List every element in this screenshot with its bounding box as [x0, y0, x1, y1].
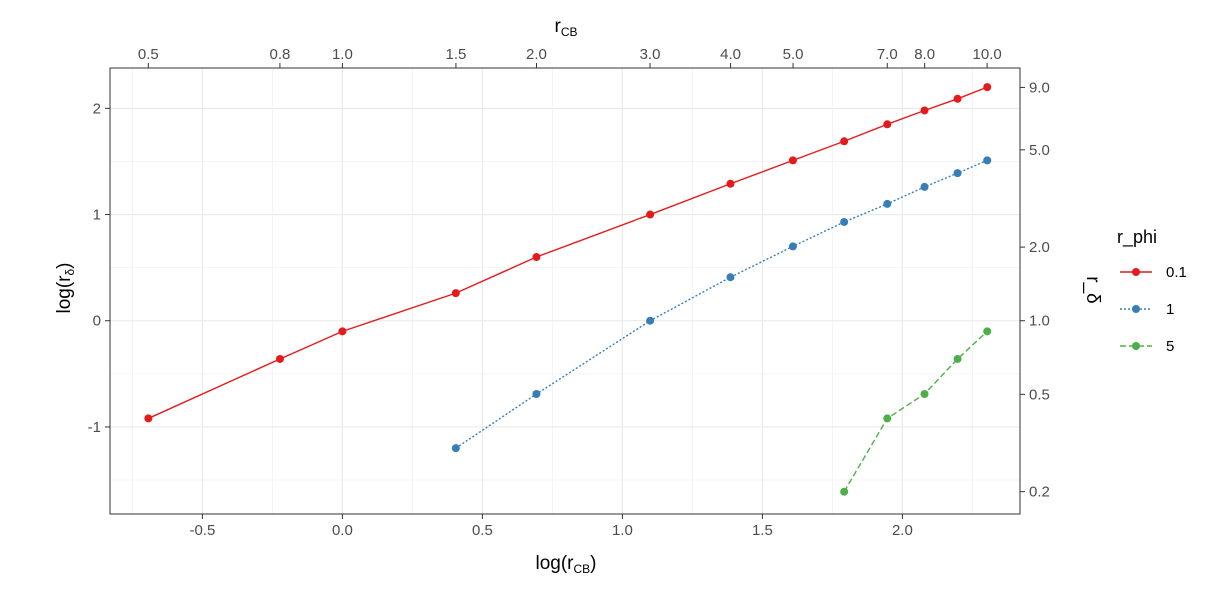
axis-right: 0.2 0.5 1.0 2.0 5.0 9.0: [1020, 79, 1050, 501]
series-point-0.1: [532, 253, 541, 262]
top-tick-label: 8.0: [914, 46, 935, 63]
legend-key-point-5: [1132, 342, 1140, 350]
top-tick-label: 1.0: [332, 46, 353, 63]
series-point-1: [532, 390, 541, 399]
right-tick-label: 0.5: [1029, 386, 1050, 403]
series-line-0.1: [148, 86, 988, 420]
series-point-0.1: [788, 156, 797, 165]
series-point-0.1: [451, 289, 460, 298]
series-point-0.1: [840, 137, 849, 146]
x-axis-title: log(rCB): [535, 553, 596, 576]
y-tick-label: -1: [88, 419, 101, 436]
x-tick-label: 2.0: [892, 522, 913, 539]
y-tick-label: 2: [93, 100, 101, 117]
series-point-1: [983, 156, 992, 165]
legend: r_phi 0.1 1 5: [1117, 227, 1187, 355]
top-tick-label: 7.0: [877, 46, 898, 63]
panel-border: [109, 67, 1021, 515]
series-point-0.1: [953, 94, 962, 103]
y-tick-label: 1: [93, 207, 101, 224]
series-point-0.1: [983, 83, 992, 92]
top-tick-label: 0.8: [269, 46, 290, 63]
right-tick-label: 5.0: [1029, 142, 1050, 159]
series-point-5: [953, 354, 962, 363]
series-point-1: [840, 217, 849, 226]
legend-title: r_phi: [1117, 227, 1157, 248]
legend-label-5: 5: [1166, 338, 1174, 355]
series-point-1: [788, 242, 797, 251]
series-point-1: [953, 169, 962, 178]
right-tick-label: 9.0: [1029, 79, 1050, 96]
series-point-0.1: [646, 210, 655, 219]
series-line-1: [455, 159, 988, 449]
x-tick-label: 0.0: [332, 522, 353, 539]
series-point-1: [920, 182, 929, 191]
top-tick-label: 0.5: [138, 46, 159, 63]
series-point-0.1: [726, 179, 735, 188]
axis-left: -1 0 1 2: [88, 100, 110, 436]
top-tick-label: 4.0: [720, 46, 741, 63]
right-tick-label: 1.0: [1029, 313, 1050, 330]
series-point-5: [983, 327, 992, 336]
series-point-5: [920, 390, 929, 399]
series-point-0.1: [883, 120, 892, 129]
top-tick-label: 3.0: [640, 46, 661, 63]
series-layer: [144, 83, 992, 496]
series-line-5: [843, 330, 988, 493]
axis-bottom: -0.5 0.0 0.5 1.0 1.5 2.0: [189, 514, 913, 539]
right-tick-label: 2.0: [1029, 239, 1050, 256]
series-point-5: [883, 414, 892, 423]
series-point-1: [646, 316, 655, 325]
grid-minor: [110, 68, 1020, 514]
right-tick-label: 0.2: [1029, 484, 1050, 501]
series-point-1: [726, 273, 735, 282]
series-point-1: [883, 199, 892, 208]
legend-key-point-1: [1132, 305, 1140, 313]
axis-top: 0.5 0.8 1.0 1.5 2.0 3.0 4.0 5.0 7.0 8.0 10.0: [138, 46, 1002, 68]
x-tick-label: 0.5: [472, 522, 493, 539]
top-tick-label: 5.0: [783, 46, 804, 63]
series-point-5: [840, 487, 849, 496]
right-axis-title: r_δ: [1082, 276, 1103, 303]
legend-label-0.1: 0.1: [1166, 264, 1187, 281]
top-tick-label: 10.0: [973, 46, 1002, 63]
legend-key-point-0.1: [1132, 268, 1140, 276]
x-tick-label: 1.5: [752, 522, 773, 539]
top-tick-label: 2.0: [526, 46, 547, 63]
grid-major: [110, 68, 1020, 514]
y-axis-title: log(rδ): [54, 262, 77, 313]
series-point-0.1: [338, 327, 347, 336]
series-point-1: [451, 444, 460, 453]
legend-label-1: 1: [1166, 301, 1174, 318]
series-point-0.1: [920, 106, 929, 115]
x-tick-label: -0.5: [189, 522, 215, 539]
y-tick-label: 0: [93, 313, 101, 330]
x-tick-label: 1.0: [612, 522, 633, 539]
top-axis-title: rCB: [555, 16, 578, 39]
top-tick-label: 1.5: [446, 46, 467, 63]
series-point-0.1: [144, 414, 153, 423]
series-point-0.1: [275, 354, 284, 363]
